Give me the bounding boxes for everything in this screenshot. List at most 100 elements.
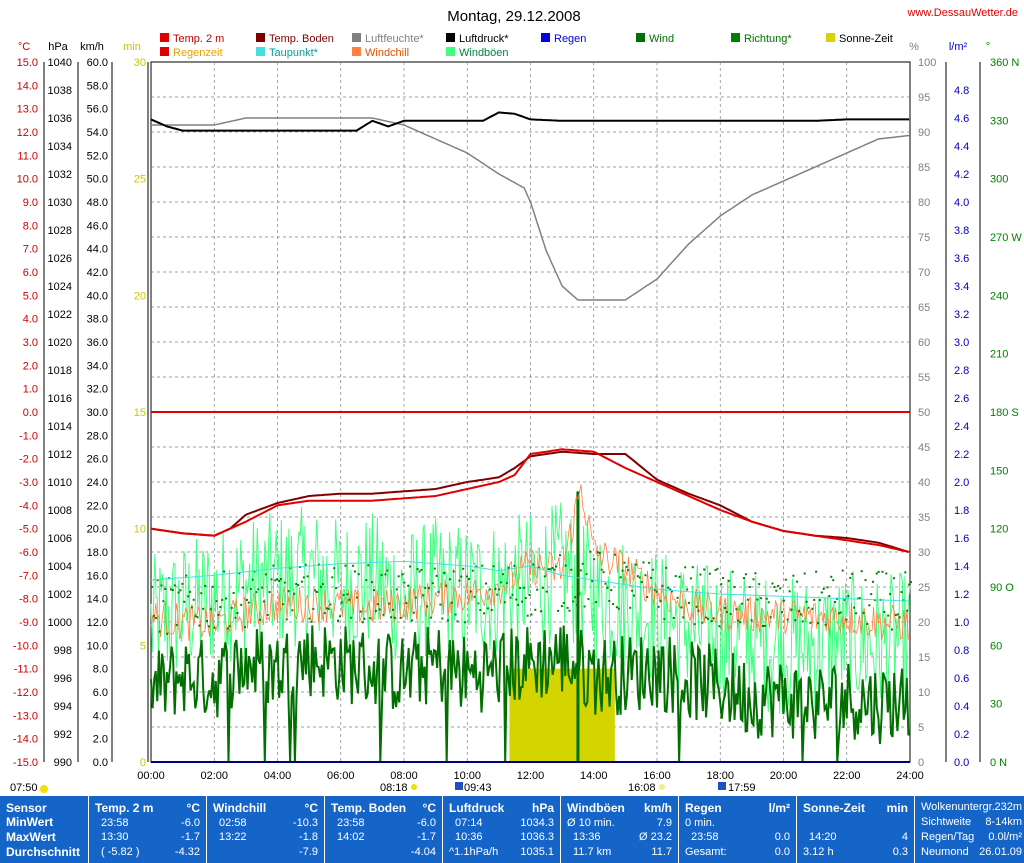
direction-point [707,617,709,620]
axis-unit-rain: l/m² [949,41,968,53]
pressure-tick-label: 1028 [48,225,72,237]
stats-gusts-avg-label: Ø 10 min. [567,817,615,829]
direction-point [462,567,465,570]
direction-point [386,569,389,572]
direction-point [245,598,248,601]
legend-swatch-3 [446,33,455,42]
direction-point [477,602,480,605]
stats-sun-avg: 0.3 [892,846,908,858]
temp-tick-label: -13.0 [13,710,38,722]
direction-point [727,579,730,582]
direction-point [170,588,172,591]
direction-point [403,581,406,584]
legend-label-3: Luftdruck* [459,33,509,45]
pressure-tick-label: 998 [54,645,72,657]
direction-point [494,588,497,590]
wind-tick-label: 38.0 [87,314,108,326]
direction-point [866,623,869,625]
direction-point [712,617,715,620]
direction-point [801,620,804,623]
direction-point [319,585,322,588]
direction-point [663,618,666,620]
direction-point [420,568,423,571]
direction-point [771,582,774,585]
direction-tick-label: 60 [990,640,1002,652]
humidity-tick-label: 35 [918,512,930,524]
direction-point [653,589,656,591]
direction-point [615,606,618,609]
direction-point [338,615,341,618]
stats-row-avg: Durchschnitt [6,845,81,859]
legend: Temp. 2 m Temp. Boden Luftfeuchte* Luftdruc… [160,33,893,59]
site-link[interactable]: www.DessauWetter.de [907,7,1018,19]
direction-point [577,592,580,595]
wind-tick-label: 4.0 [93,710,108,722]
direction-point [818,599,821,602]
direction-point [813,598,816,601]
direction-point [581,562,584,565]
temp-tick-label: -8.0 [19,594,38,606]
pressure-tick-label: 994 [54,701,72,713]
direction-point [263,600,265,603]
direction-point [272,564,275,567]
humidity-tick-label: 60 [918,337,930,349]
direction-point [794,619,797,622]
direction-point [614,553,616,556]
direction-point [566,606,569,609]
direction-point [862,611,865,614]
plot-area [150,111,912,763]
direction-point [834,601,837,603]
stats-ground-header: Temp. Boden [331,801,407,815]
stats-col-rain: Regen l/m² 0 min. 23:58 0.0 Gesamt: 0.0 [678,796,796,863]
direction-point [395,588,398,591]
direction-point [788,590,791,593]
direction-point [200,592,203,595]
direction-point [448,578,451,581]
direction-point [579,569,582,572]
direction-point [524,597,527,600]
rain-tick-label: 2.0 [954,477,969,489]
axis-unit-wind: km/h [80,41,104,53]
direction-point [629,606,632,609]
legend-label-1: Temp. Boden [269,33,334,45]
rain-tick-label: 2.2 [954,449,969,461]
direction-point [500,581,503,584]
stats-col-gusts: Windböen km/h Ø 10 min. 7.9 13:36 Ø 23.2 11… [560,796,678,863]
series-luftdruck- [150,111,910,132]
direction-point [278,579,281,582]
direction-point [502,573,504,576]
rain-tick-label: 1.0 [954,617,969,629]
direction-point [285,618,288,621]
stats-col-sun: Sonne-Zeit min 14:20 4 3.12 h 0.3 [796,796,914,863]
stats-gusts-avg-value: 7.9 [656,817,672,829]
pressure-tick-label: 996 [54,673,72,685]
humidity-tick-label: 95 [918,92,930,104]
direction-point [281,603,284,606]
direction-point [187,595,190,598]
stats-pressure-max-value: 1036.3 [520,831,554,843]
temp-tick-label: 0.0 [23,407,38,419]
direction-point [735,608,738,611]
direction-point [807,606,810,609]
temp-tick-label: -6.0 [19,547,38,559]
direction-point [725,611,728,613]
direction-point [775,589,778,592]
direction-point [447,619,449,622]
direction-point [817,622,819,625]
humidity-tick-label: 45 [918,442,930,454]
direction-point [325,607,328,610]
direction-point [832,579,835,582]
temp-tick-label: 4.0 [23,314,38,326]
pressure-tick-label: 1030 [48,197,72,209]
direction-point [849,576,852,579]
wind-tick-label: 22.0 [87,500,108,512]
direction-point [634,563,637,566]
direction-tick-label: 30 [990,699,1002,711]
moonrise-icon [455,782,463,790]
direction-point [471,569,474,572]
stats-temp-max-time: 13:30 [101,831,129,843]
direction-point [441,617,444,620]
direction-point [551,567,554,569]
direction-point [682,616,685,619]
wind-tick-label: 52.0 [87,150,108,162]
